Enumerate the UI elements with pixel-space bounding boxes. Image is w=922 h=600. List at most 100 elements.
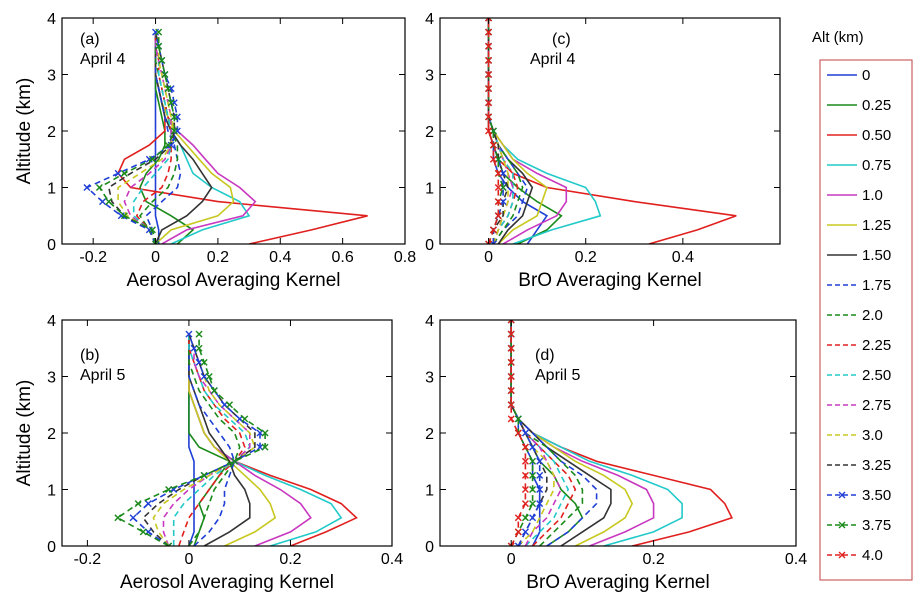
legend-label: 2.0 <box>862 307 883 324</box>
legend-label: 3.0 <box>862 427 883 444</box>
x-axis-label: BrO Averaging Kernel <box>518 270 701 291</box>
y-tick-label: 3 <box>47 68 56 85</box>
point-marker-4.0 <box>507 358 515 366</box>
legend-item: 2.25 <box>827 337 891 354</box>
point-marker-3.50 <box>195 358 203 366</box>
point-marker-3.50 <box>99 198 107 206</box>
point-marker-4.0 <box>489 141 497 149</box>
point-marker-3.75 <box>200 358 208 366</box>
legend-marker <box>838 491 846 499</box>
legend-item: 0 <box>827 67 870 84</box>
series-line-0.50 <box>487 18 737 244</box>
y-tick-label: 1 <box>47 181 56 198</box>
point-marker-3.50 <box>514 542 522 546</box>
x-tick-label: 0.6 <box>332 249 354 266</box>
point-marker-3.75 <box>158 56 166 64</box>
series-line-0.75 <box>154 32 251 244</box>
y-tick-label: 3 <box>425 370 434 387</box>
legend-item: 1.50 <box>827 247 891 264</box>
point-marker-3.75 <box>529 457 537 465</box>
series-line-1.50 <box>487 18 534 244</box>
x-tick-label: 0.8 <box>394 249 416 266</box>
point-marker-3.75 <box>164 85 172 93</box>
x-tick-label: 0 <box>151 249 160 266</box>
x-tick-label: 0.4 <box>269 249 291 266</box>
series-line-1.25 <box>188 334 277 546</box>
legend-item: 4.0 <box>827 547 883 564</box>
point-marker-4.0 <box>514 528 522 536</box>
y-tick-label: 1 <box>47 483 56 500</box>
point-marker-3.50 <box>200 373 208 380</box>
point-marker-4.0 <box>521 457 529 465</box>
y-tick-label: 2 <box>425 124 434 141</box>
point-marker-3.50 <box>114 169 122 177</box>
legend-item: 3.25 <box>827 457 891 474</box>
point-marker-3.50 <box>144 500 152 508</box>
x-tick-label: 0.4 <box>785 551 807 568</box>
x-tick-label: -0.2 <box>79 249 107 266</box>
x-tick-label: 0 <box>184 551 193 568</box>
point-marker-3.75 <box>148 155 156 163</box>
y-tick-label: 1 <box>425 483 434 500</box>
point-marker-3.75 <box>521 514 529 522</box>
legend-item: 2.0 <box>827 307 883 324</box>
y-axis-label: Altitude (km) <box>14 380 35 487</box>
series-line-1.75 <box>510 320 598 546</box>
y-tick-label: 0 <box>425 237 434 254</box>
point-marker-4.0 <box>485 56 493 64</box>
series-line-2.50 <box>132 32 172 244</box>
y-tick-label: 0 <box>47 237 56 254</box>
panel-b: -0.2 0 0.2 0.4 0 1 2 3 4 Aerosol Averaging Kernel… <box>14 313 403 593</box>
y-tick-label: 3 <box>425 68 434 85</box>
point-marker-3.50 <box>529 443 537 451</box>
x-axis-label: Aerosol Averaging Kernel <box>120 572 334 593</box>
x-axis-label: BrO Averaging Kernel <box>526 572 709 593</box>
series-line-2.25 <box>510 320 577 546</box>
point-marker-3.75 <box>195 344 203 352</box>
panel-label: (c) <box>552 31 571 48</box>
y-tick-label: 4 <box>47 11 56 28</box>
series-line-3.50 <box>85 31 179 244</box>
series-line-3.0 <box>117 31 176 244</box>
series-line-3.75 <box>510 320 534 546</box>
series-line-1.75 <box>487 18 529 244</box>
point-marker-3.50 <box>185 330 193 338</box>
legend-label: 2.25 <box>862 337 891 354</box>
legend-label: 2.75 <box>862 397 891 414</box>
point-marker-3.75 <box>170 113 178 121</box>
point-marker-4.0 <box>494 212 502 220</box>
point-marker-4.0 <box>514 429 522 437</box>
point-marker-3.75 <box>195 330 203 338</box>
point-marker-3.75 <box>120 169 128 177</box>
point-marker-3.50 <box>129 514 137 522</box>
x-tick-label: 0 <box>484 249 493 266</box>
point-marker-4.0 <box>507 373 515 380</box>
legend-item: 1.75 <box>827 277 891 294</box>
series-line-3.75 <box>98 32 176 244</box>
point-marker-3.75 <box>205 373 213 380</box>
legend-label: 1.75 <box>862 277 891 294</box>
point-marker-4.0 <box>507 542 515 546</box>
series-group <box>485 18 737 244</box>
point-marker-3.50 <box>83 184 91 191</box>
series-line-3.75 <box>116 334 266 546</box>
point-marker-4.0 <box>494 184 502 191</box>
point-marker-3.75 <box>148 226 156 234</box>
point-marker-4.0 <box>485 113 493 121</box>
panel-a: -0.2 0 0.2 0.4 0.6 0.8 0 1 2 3 4 Aerosol Averaging … <box>14 11 416 291</box>
point-marker-3.75 <box>120 212 128 220</box>
point-marker-4.0 <box>521 471 529 479</box>
y-tick-label: 4 <box>425 11 434 28</box>
series-line-3.0 <box>152 333 256 546</box>
point-marker-3.75 <box>139 528 147 536</box>
point-marker-4.0 <box>507 344 515 352</box>
point-marker-4.0 <box>521 443 529 451</box>
point-marker-3.75 <box>261 443 269 451</box>
series-group <box>507 320 734 546</box>
x-tick-label: 0.2 <box>642 551 664 568</box>
legend-marker <box>838 521 846 529</box>
point-marker-4.0 <box>485 42 493 50</box>
legend-item: 1.0 <box>827 187 883 204</box>
point-marker-4.0 <box>494 169 502 177</box>
point-marker-3.75 <box>155 42 163 50</box>
